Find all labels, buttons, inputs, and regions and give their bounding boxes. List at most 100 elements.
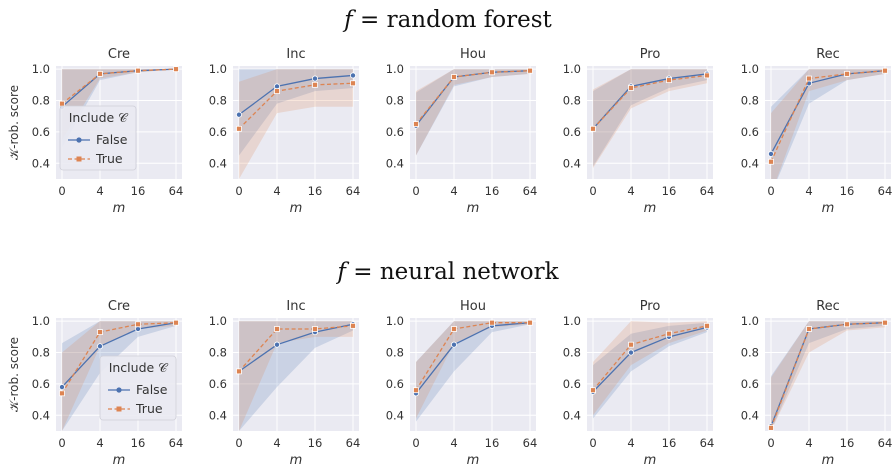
plot-area: [587, 318, 713, 431]
legend-marker-false: [116, 387, 122, 393]
series-line-true: [61, 68, 177, 105]
panel-0-0: 0.4 0.6 0.8 1.0 0 4 16 64 Cre m 𝒦-rob. score Includ…: [7, 47, 183, 216]
legend-label-false: False: [96, 132, 128, 147]
panels: 0.4 0.6 0.8 1.0 0 4 16 64 Cre m 𝒦-rob. score Includ…: [7, 47, 892, 468]
plot-area: [233, 318, 359, 431]
plot-content: [590, 69, 711, 169]
data-point-true: [312, 81, 318, 88]
legend-marker-true: [116, 406, 122, 412]
plot-area: [587, 66, 713, 179]
data-point-true: [628, 85, 634, 91]
data-point-true: [413, 121, 419, 127]
data-point-true: [527, 319, 533, 326]
xtick-label: 16: [485, 184, 500, 198]
legend-title: Include 𝒞: [69, 110, 129, 125]
ci-band-false: [62, 69, 176, 148]
data-point-true: [628, 341, 634, 348]
xtick-label: 64: [523, 184, 538, 198]
xtick-label: 0: [767, 184, 774, 198]
data-point-true: [413, 387, 419, 394]
ytick-label: 0.4: [563, 156, 581, 170]
ytick-label: 1.0: [32, 62, 50, 76]
ytick-label: 1.0: [741, 62, 759, 76]
panel-title: Inc: [286, 299, 305, 314]
xtick-label: 64: [878, 436, 893, 450]
series-line-false: [238, 323, 354, 372]
ytick-label: 0.8: [563, 346, 581, 360]
data-point-true: [236, 368, 242, 375]
data-point-true: [350, 322, 356, 329]
xtick-label: 64: [700, 436, 715, 450]
x-axis-label: m: [822, 201, 835, 216]
ytick-label: 0.4: [32, 408, 50, 422]
xtick-label: 0: [235, 184, 242, 198]
ytick-label: 0.4: [563, 408, 581, 422]
panel-title: Inc: [286, 47, 305, 62]
ci-band-true: [239, 69, 353, 179]
xtick-label: 16: [308, 184, 323, 198]
xtick-label: 64: [346, 184, 361, 198]
xtick-label: 4: [273, 436, 280, 450]
ytick-label: 1.0: [386, 62, 404, 76]
ytick-label: 0.4: [32, 156, 50, 170]
ytick-label: 0.4: [386, 408, 404, 422]
data-point-true: [451, 74, 457, 80]
legend-box: [59, 105, 137, 171]
plot-area: [233, 66, 359, 179]
panel-0-2: 0.4 0.6 0.8 1.0 0 4 16 64 Hou m: [386, 47, 538, 216]
plot-area: [765, 66, 891, 179]
ci-band-true: [62, 69, 176, 140]
series-line-false: [770, 70, 886, 155]
x-axis-label: m: [113, 453, 126, 468]
x-axis-label: m: [290, 201, 303, 216]
panel-0-4: 0.4 0.6 0.8 1.0 0 4 16 64 Rec m: [741, 47, 893, 216]
panel-title: Rec: [816, 47, 840, 62]
data-point-true: [806, 326, 812, 332]
ci-band-true: [593, 69, 707, 169]
data-point-true: [590, 387, 596, 394]
data-point-true: [59, 390, 65, 397]
legend-label-true: True: [135, 401, 163, 416]
panel-1-0: 0.4 0.6 0.8 1.0 0 4 16 64 Cre m 𝒦-rob. score Includ…: [7, 299, 183, 468]
xtick-label: 0: [58, 436, 65, 450]
data-point-false: [97, 343, 104, 350]
xtick-label: 16: [840, 184, 855, 198]
series-line-true: [238, 82, 354, 130]
data-point-true: [489, 69, 495, 76]
panel-1-1: 0.4 0.6 0.8 1.0 0 4 16 64 Inc m: [209, 299, 361, 468]
series-line-true: [238, 325, 354, 372]
panel-title: Rec: [816, 299, 840, 314]
data-point-true: [590, 125, 596, 132]
xtick-label: 0: [589, 436, 596, 450]
panel-title: Pro: [640, 47, 661, 62]
legend-title: Include 𝒞: [109, 360, 169, 375]
x-axis-label: m: [467, 201, 480, 216]
ytick-label: 0.8: [32, 94, 50, 108]
plot-content: [412, 319, 534, 422]
data-point-true: [274, 326, 280, 332]
row-title-0: f = random forest: [342, 7, 552, 33]
y-axis-label: 𝒦-rob. score: [7, 337, 21, 412]
data-point-true: [768, 424, 774, 431]
data-point-true: [704, 72, 710, 79]
data-point-true: [97, 70, 103, 77]
xtick-label: 64: [700, 184, 715, 198]
plot-content: [412, 67, 534, 156]
ytick-label: 0.8: [386, 94, 404, 108]
data-point-true: [59, 100, 65, 107]
ci-band-false: [593, 322, 707, 419]
ci-band-true: [593, 321, 707, 416]
data-point-false: [235, 111, 242, 118]
xtick-label: 16: [662, 184, 677, 198]
series-line-false: [592, 326, 708, 393]
ytick-label: 0.4: [741, 408, 759, 422]
panel-title: Hou: [460, 47, 486, 62]
xtick-label: 4: [450, 184, 457, 198]
data-point-true: [806, 75, 812, 82]
x-axis-label: m: [467, 453, 480, 468]
xtick-label: 4: [805, 436, 812, 450]
ci-band-false: [239, 321, 353, 431]
ytick-label: 0.8: [741, 346, 759, 360]
series-line-true: [61, 322, 177, 394]
legend-marker-false: [76, 137, 82, 143]
